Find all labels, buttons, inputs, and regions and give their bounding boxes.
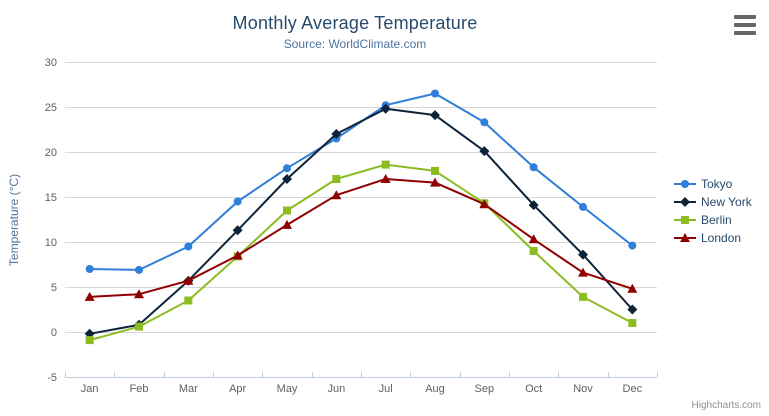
legend-marker-tokyo <box>674 178 696 190</box>
credits-link[interactable]: Highcharts.com <box>691 400 761 411</box>
legend-label: Berlin <box>701 213 732 227</box>
x-tick-label: Feb <box>130 383 149 395</box>
legend-label: London <box>701 231 742 245</box>
y-tick-label: 25 <box>45 102 57 114</box>
series-new-york[interactable] <box>84 103 638 339</box>
x-tick-label: Oct <box>525 383 542 395</box>
x-tick-label: Nov <box>573 383 593 395</box>
series-london[interactable] <box>84 174 638 301</box>
y-tick-label: 20 <box>45 147 57 159</box>
x-tick-label: Jun <box>327 383 345 395</box>
legend-marker-london <box>674 232 696 244</box>
x-tick-label: Jul <box>379 383 393 395</box>
y-tick-label: 30 <box>45 57 57 69</box>
legend: Tokyo New York Berlin London <box>674 176 752 248</box>
hamburger-icon <box>734 15 756 19</box>
context-menu-button[interactable] <box>734 14 758 36</box>
x-tick-label: Apr <box>229 383 246 395</box>
x-tick-label: Mar <box>179 383 198 395</box>
legend-item-tokyo[interactable]: Tokyo <box>674 176 752 192</box>
chart-title: Monthly Average Temperature <box>232 13 478 33</box>
legend-item-berlin[interactable]: Berlin <box>674 212 752 228</box>
legend-item-london[interactable]: London <box>674 230 752 246</box>
series-tokyo[interactable] <box>85 89 637 274</box>
y-tick-label: 5 <box>51 282 57 294</box>
x-tick-label: Jan <box>81 383 99 395</box>
y-axis-title: Temperature (°C) <box>7 173 21 267</box>
legend-marker-new-york <box>674 196 696 208</box>
x-tick-label: Dec <box>623 383 643 395</box>
legend-label: New York <box>701 195 752 209</box>
chart-subtitle: Source: WorldClimate.com <box>283 37 427 51</box>
y-tick-label: 10 <box>45 237 57 249</box>
x-tick-label: Sep <box>475 383 495 395</box>
y-tick-label: 15 <box>45 192 57 204</box>
series-berlin[interactable] <box>85 160 637 345</box>
y-tick-label: -5 <box>47 372 57 384</box>
legend-marker-berlin <box>674 214 696 226</box>
y-tick-label: 0 <box>51 327 57 339</box>
legend-label: Tokyo <box>701 177 733 191</box>
x-tick-label: May <box>277 383 298 395</box>
legend-item-new-york[interactable]: New York <box>674 194 752 210</box>
x-tick-label: Aug <box>425 383 445 395</box>
